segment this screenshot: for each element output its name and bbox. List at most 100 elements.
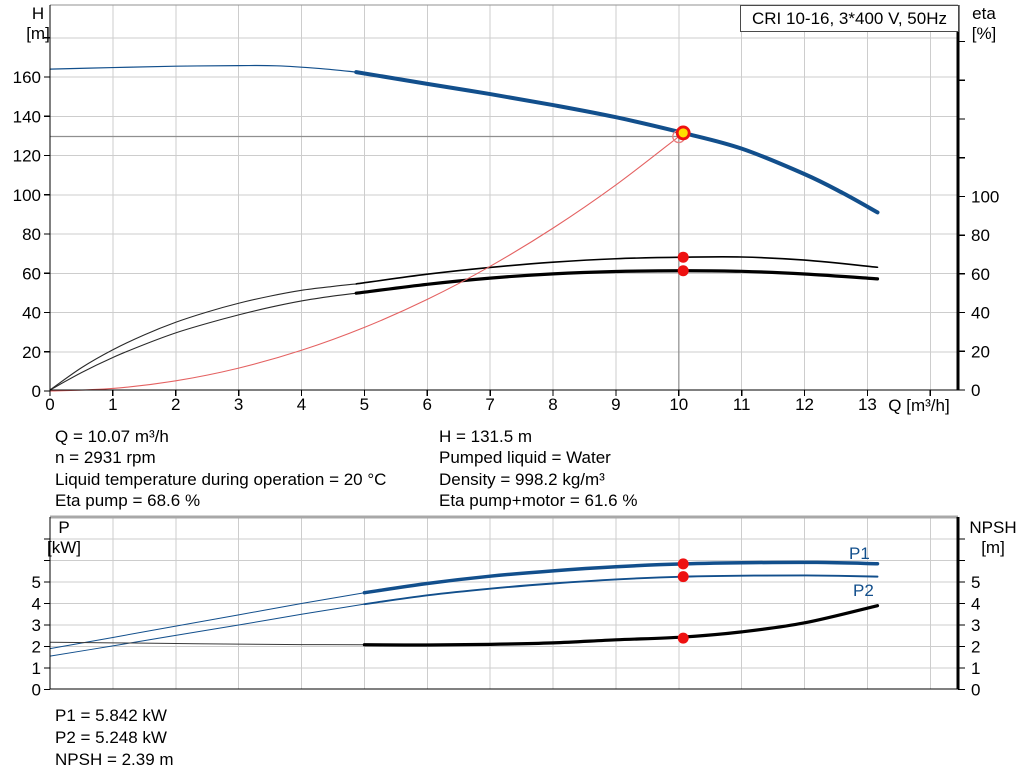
svg-text:3: 3 — [32, 616, 41, 635]
svg-text:0: 0 — [971, 681, 980, 700]
npsh-curve-thin — [49, 641, 365, 646]
svg-text:6: 6 — [423, 395, 432, 414]
qh-eta-chart-axes — [44, 4, 965, 396]
npsh-curve — [362, 604, 880, 647]
svg-text:160: 160 — [13, 68, 41, 87]
h-axis-title: H [m] — [20, 4, 56, 44]
eta-axis-title-line2: [%] — [971, 24, 997, 43]
svg-text:4: 4 — [297, 395, 306, 414]
power-results: P1 = 5.842 kW P2 = 5.248 kW NPSH = 2.39 … — [55, 705, 174, 771]
npsh-dot — [677, 632, 689, 644]
npsh-axis-title-line2: [m] — [981, 538, 1005, 557]
svg-text:0: 0 — [32, 681, 41, 700]
svg-text:2: 2 — [971, 638, 980, 657]
svg-text:100: 100 — [971, 187, 999, 206]
result-liquid-temperature: Liquid temperature during operation = 20… — [55, 469, 387, 489]
q-axis-title-text: Q [m³/h] — [888, 396, 950, 415]
p1-curve-label: P1 — [849, 544, 870, 563]
svg-text:11: 11 — [733, 395, 751, 414]
eta-axis-title: eta [%] — [964, 4, 1004, 44]
svg-text:5: 5 — [32, 573, 41, 592]
power-npsh-chart: 0 1 2 3 4 5 0 1 2 3 4 5 P1 P2 — [32, 515, 981, 700]
duty-point-marker — [675, 125, 691, 141]
npsh-axis-title-line1: NPSH — [969, 518, 1017, 537]
svg-text:1: 1 — [971, 659, 980, 678]
duty-crosshair — [50, 135, 680, 390]
p-axis-title-line1: P — [58, 518, 70, 537]
svg-text:0: 0 — [32, 382, 41, 401]
power-npsh-chart-axes — [44, 515, 965, 691]
svg-text:1: 1 — [32, 659, 41, 678]
svg-text:80: 80 — [971, 226, 990, 245]
affinity-parabola — [49, 135, 680, 392]
h-axis-title-line2: [m] — [26, 24, 50, 43]
eta-pump-motor-dot — [677, 265, 689, 277]
svg-text:60: 60 — [971, 265, 990, 284]
svg-text:13: 13 — [858, 395, 877, 414]
qh-eta-chart-grid — [50, 5, 958, 390]
result-p2: P2 = 5.248 kW — [55, 727, 167, 747]
svg-text:9: 9 — [611, 395, 620, 414]
result-eta-pump: Eta pump = 68.6 % — [55, 491, 201, 511]
power-npsh-chart-tick-labels: 0 1 2 3 4 5 0 1 2 3 4 5 — [32, 573, 981, 700]
svg-text:7: 7 — [485, 395, 494, 414]
svg-text:120: 120 — [13, 147, 41, 166]
power-npsh-chart-grid — [50, 517, 958, 689]
h-axis-title-line1: H — [31, 4, 45, 23]
result-q: Q = 10.07 m³/h — [55, 427, 169, 446]
duty-results-left: Q = 10.07 m³/h n = 2931 rpm Liquid tempe… — [55, 426, 386, 512]
result-pumped-liquid: Pumped liquid = Water — [439, 448, 611, 468]
svg-text:80: 80 — [22, 225, 41, 244]
svg-text:0: 0 — [971, 381, 980, 400]
svg-text:3: 3 — [971, 616, 980, 635]
pump-title-box: CRI 10-16, 3*400 V, 50Hz — [740, 5, 959, 32]
p1-dot — [677, 558, 689, 570]
svg-text:60: 60 — [22, 264, 41, 283]
svg-text:10: 10 — [669, 395, 688, 414]
p1-curve — [362, 560, 880, 595]
result-p1: P1 = 5.842 kW — [55, 706, 167, 725]
eta-axis-title-line1: eta — [972, 4, 996, 23]
result-speed: n = 2931 rpm — [55, 448, 156, 468]
svg-text:8: 8 — [548, 395, 557, 414]
svg-text:2: 2 — [32, 638, 41, 657]
eta-pump-curve-thin — [49, 283, 357, 391]
result-head: H = 131.5 m — [439, 427, 533, 446]
svg-text:5: 5 — [360, 395, 369, 414]
qh-curve-thin — [49, 64, 357, 73]
p-axis-title: P [kW] — [42, 518, 86, 558]
svg-text:40: 40 — [971, 304, 990, 323]
result-eta-pump-motor: Eta pump+motor = 61.6 % — [439, 491, 638, 511]
p1-curve-thin — [49, 592, 365, 650]
result-npsh: NPSH = 2.39 m — [55, 749, 174, 769]
svg-text:0: 0 — [45, 395, 54, 414]
p2-curve — [363, 574, 879, 606]
svg-text:20: 20 — [971, 342, 990, 361]
svg-text:12: 12 — [795, 395, 814, 414]
eta-pump-curve — [355, 255, 879, 285]
p2-curve-label: P2 — [853, 581, 874, 600]
svg-text:140: 140 — [13, 107, 41, 126]
svg-text:20: 20 — [22, 343, 41, 362]
eta-pump-dot — [677, 251, 689, 263]
eta-pump-motor-curve — [354, 269, 880, 295]
q-axis-title: Q [m³/h] — [877, 396, 961, 416]
svg-text:100: 100 — [13, 186, 41, 205]
svg-text:1: 1 — [108, 395, 117, 414]
p2-curve-thin — [49, 603, 365, 657]
eta-pump-motor-curve-thin — [49, 292, 357, 391]
result-density: Density = 998.2 kg/m³ — [439, 469, 605, 489]
qh-curve — [354, 70, 880, 215]
npsh-axis-title: NPSH [m] — [964, 518, 1022, 558]
svg-text:40: 40 — [22, 304, 41, 323]
svg-text:4: 4 — [971, 595, 980, 614]
svg-text:4: 4 — [32, 595, 41, 614]
p-axis-title-line2: [kW] — [47, 538, 81, 557]
p2-dot — [677, 571, 689, 583]
svg-text:2: 2 — [171, 395, 180, 414]
duty-results-right: H = 131.5 m Pumped liquid = Water Densit… — [439, 426, 637, 512]
